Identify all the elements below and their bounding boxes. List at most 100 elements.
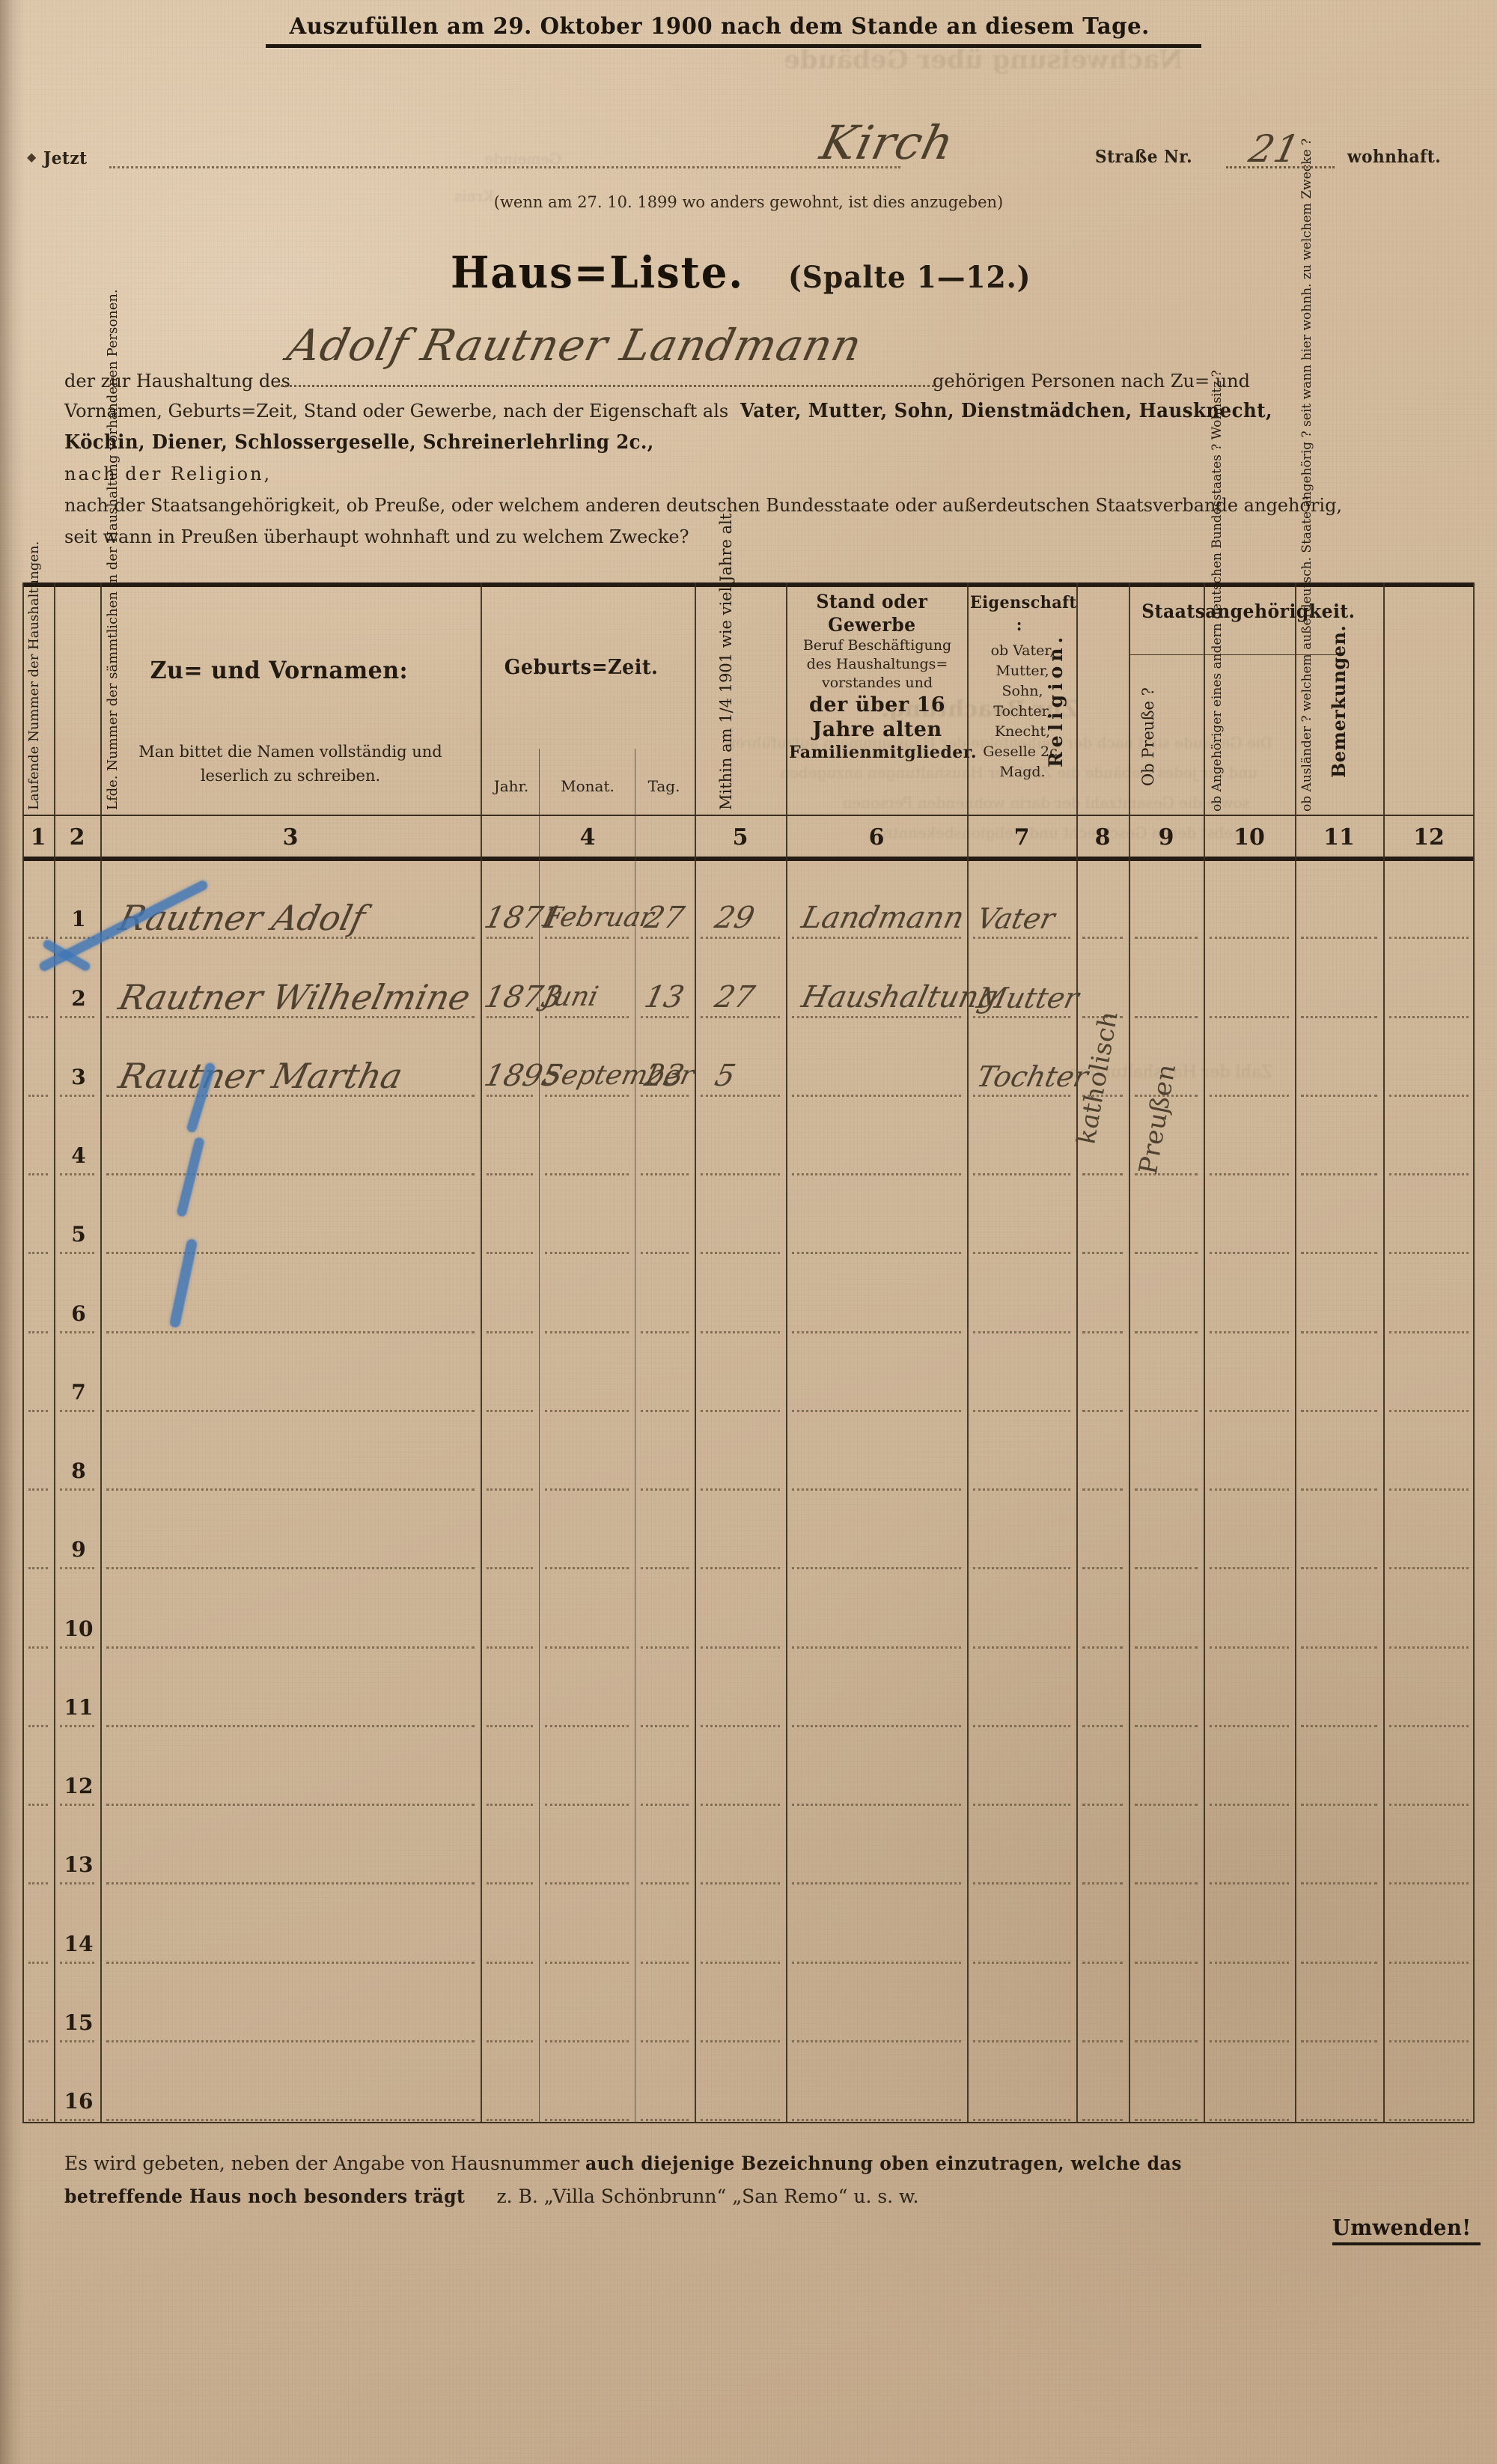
writing-line [1135, 1882, 1198, 1885]
entry-relation-3: Tochter [973, 1059, 1092, 1093]
writing-line [545, 1252, 629, 1255]
header-staat-group: Staatsangehörigkeit. [1141, 600, 1356, 622]
writing-line [1082, 937, 1123, 940]
writing-line [701, 1252, 780, 1255]
writing-line [1301, 1173, 1377, 1175]
writing-line [487, 937, 533, 940]
header-col-7: Eigenschaft : ob Vater, Mutter, Sohn, To… [970, 591, 1076, 813]
row-number-5: 5 [71, 1222, 86, 1247]
header-col-5-text: Mithin am 1/4 1901 wie viel Jahre alt. [717, 508, 735, 810]
writing-line [1301, 2039, 1377, 2042]
writing-line [1210, 2119, 1289, 2121]
writing-line [641, 1094, 689, 1097]
turn-over-rule [1332, 2242, 1481, 2245]
writing-line [60, 1724, 94, 1727]
writing-line [1210, 1409, 1289, 1412]
writing-line [1135, 2039, 1198, 2042]
writing-line [973, 2039, 1070, 2042]
writing-line [28, 1804, 48, 1806]
header-col-7-l8: Magd. [999, 764, 1046, 780]
writing-line [545, 1646, 629, 1649]
writing-line [1082, 1804, 1123, 1806]
header-col-3: Zu= und Vornamen: Man bittet die Namen v… [102, 593, 479, 810]
street-nr-label: Straße Nr. [1095, 147, 1193, 167]
writing-line [28, 1961, 48, 1964]
writing-line [1301, 937, 1377, 940]
writing-line [545, 2119, 629, 2121]
writing-line [1135, 1330, 1198, 1333]
header-col-6-l2: Gewerbe [828, 614, 916, 636]
page-title-columns: (Spalte 1—12.) [787, 260, 1031, 295]
column-number-12: 12 [1413, 824, 1445, 851]
writing-line [545, 2039, 629, 2042]
writing-line [792, 1409, 961, 1412]
writing-line [1135, 1409, 1198, 1412]
header-bottom-rule [22, 815, 1475, 816]
writing-line [1082, 1646, 1123, 1649]
col-sep-8 [1129, 582, 1130, 2123]
writing-line [973, 1724, 1070, 1727]
writing-line [28, 1409, 48, 1412]
header-col-6-l3: Beruf Beschäftigung [802, 637, 952, 654]
writing-line [973, 1094, 1070, 1097]
writing-line [1210, 1804, 1289, 1806]
header-col-6-l4: des Haushaltungs= [806, 656, 948, 672]
writing-line [28, 1173, 48, 1175]
header-col-6-l7: Jahre alten [812, 718, 942, 741]
writing-line [106, 1567, 475, 1570]
writing-line [1082, 1330, 1123, 1333]
writing-line [106, 1330, 475, 1333]
column-number-5: 5 [732, 824, 748, 851]
writing-line [1389, 1882, 1469, 1885]
header-col-7-l2: ob Vater, [990, 642, 1055, 659]
writing-line [641, 1804, 689, 1806]
street-name-handwritten: Kirch [815, 115, 960, 170]
writing-line [1389, 1409, 1469, 1412]
writing-line [1210, 1724, 1289, 1727]
writing-line [1389, 1330, 1469, 1333]
header-col-3-title: Zu= und Vornamen: [150, 656, 409, 684]
writing-line [792, 1646, 961, 1649]
writing-line [487, 1804, 533, 1806]
column-number-4: 4 [579, 824, 596, 851]
writing-line [792, 1015, 961, 1018]
entry-religion-1: katholisch [1071, 1011, 1125, 1144]
writing-line [701, 937, 780, 940]
writing-line [1082, 1409, 1123, 1412]
writing-line [487, 1173, 533, 1175]
writing-line [1082, 1724, 1123, 1727]
column-number-8: 8 [1094, 824, 1111, 851]
writing-line [487, 1882, 533, 1885]
writing-line [792, 2039, 961, 2042]
writing-line [1210, 1646, 1289, 1649]
header-col-6-l8: Familienmitglieder. [789, 743, 978, 762]
writing-line [1210, 1330, 1289, 1333]
row-number-14: 14 [64, 1931, 94, 1956]
instruction-line-2-plain: Vornamen, Geburts=Zeit, Stand oder Gewer… [64, 401, 729, 422]
writing-line [641, 1409, 689, 1412]
writing-line [28, 1567, 48, 1570]
writing-line [545, 1094, 629, 1097]
writing-line [1210, 1252, 1289, 1255]
entry-birth-month-2: Juni [540, 981, 602, 1012]
header-col-7-l5: Tochter, [993, 703, 1052, 720]
writing-line [60, 1882, 94, 1885]
writing-line [487, 1094, 533, 1097]
writing-line [28, 2039, 48, 2042]
writing-line [1389, 1646, 1469, 1649]
writing-line [28, 1488, 48, 1491]
header-col-12: Bemerkungen. [1328, 602, 1395, 801]
column-number-3: 3 [282, 824, 299, 851]
staat-group-rule [1129, 654, 1338, 655]
writing-line [701, 1804, 780, 1806]
writing-line [973, 1252, 1070, 1255]
table-border-right [1473, 582, 1475, 2123]
writing-line [1389, 1567, 1469, 1570]
header-col-1-text: Laufende Nummer der Haushaltungen. [26, 541, 42, 810]
writing-line [1135, 1961, 1198, 1964]
writing-line [60, 1961, 94, 1964]
writing-line [545, 1015, 629, 1018]
writing-line [487, 1961, 533, 1964]
page-title-main: Haus=Liste. [451, 247, 745, 298]
writing-line [545, 1724, 629, 1727]
